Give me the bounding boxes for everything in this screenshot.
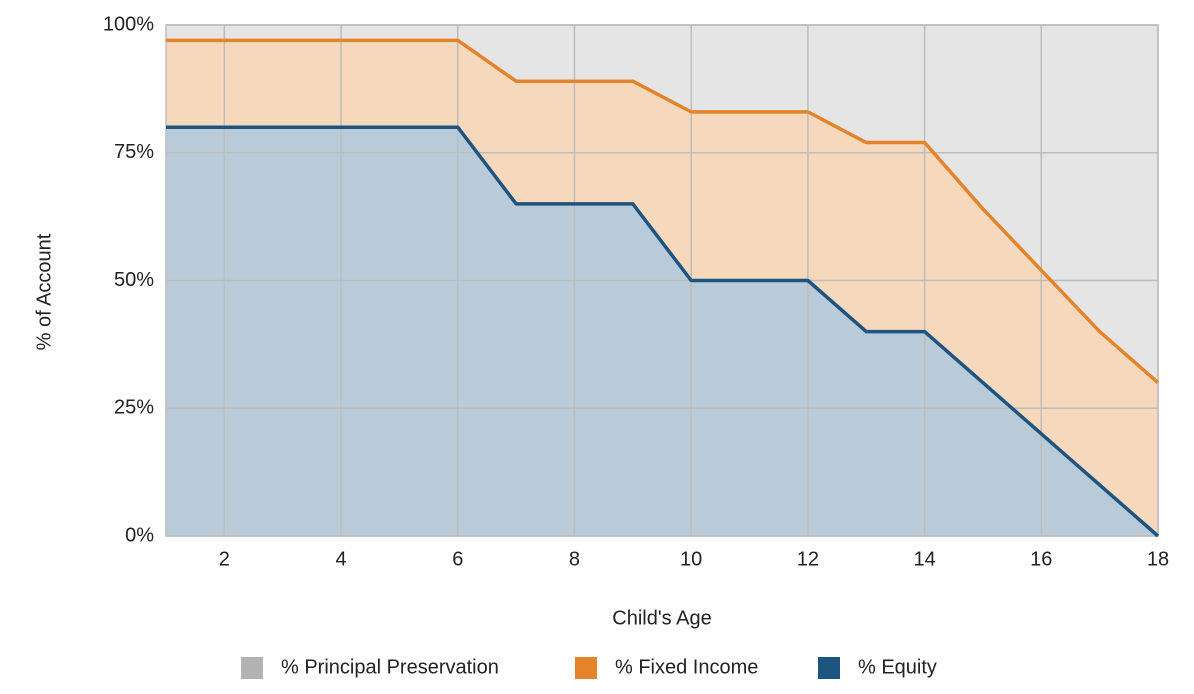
x-tick-label: 14 (913, 548, 935, 570)
y-axis-title: % of Account (33, 233, 55, 350)
legend-swatch (575, 657, 597, 679)
y-tick-label: 75% (114, 141, 154, 163)
x-tick-label: 10 (680, 548, 702, 570)
areas (166, 25, 1158, 536)
lines (166, 24, 1160, 538)
x-tick-label: 8 (569, 548, 580, 570)
series-line (166, 38, 1160, 385)
x-tick-label: 16 (1030, 548, 1052, 570)
y-tick-label: 0% (125, 524, 154, 546)
x-tick-label: 6 (452, 548, 463, 570)
area-fill (166, 25, 1158, 383)
series-line (166, 125, 1160, 538)
legend-swatch (818, 657, 840, 679)
legend-label: % Principal Preservation (281, 656, 499, 678)
x-tick-label: 2 (219, 548, 230, 570)
x-tick-label: 18 (1147, 548, 1169, 570)
legend-label: % Equity (858, 656, 937, 678)
y-tick-label: 25% (114, 397, 154, 419)
x-tick-label: 4 (335, 548, 346, 570)
area-fill (166, 127, 1158, 536)
y-tick-label: 50% (114, 269, 154, 291)
x-tick-label: 12 (797, 548, 819, 570)
legend-swatch (241, 657, 263, 679)
legend-label: % Fixed Income (615, 656, 758, 678)
x-axis-title: Child's Age (612, 607, 711, 629)
y-tick-label: 100% (103, 13, 154, 35)
area-fill (166, 40, 1158, 536)
